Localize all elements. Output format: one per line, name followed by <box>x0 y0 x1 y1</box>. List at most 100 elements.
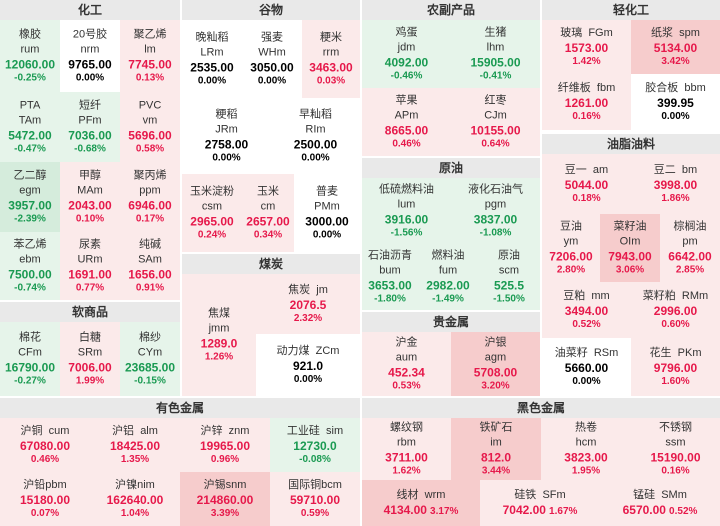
quote-name: 油菜籽 <box>554 347 588 359</box>
quote-cell-alm[interactable]: 沪铝 alm 18425.00 1.35% <box>90 418 180 472</box>
quote-cell-CJm[interactable]: 红枣 CJm 10155.00 0.64% <box>451 88 540 156</box>
quote-cell-RSm[interactable]: 油菜籽 RSm 5660.00 0.00% <box>542 338 631 396</box>
quote-code: nrm <box>80 43 100 56</box>
quote-cell-egm[interactable]: 乙二醇 egm 3957.00 -2.39% <box>0 162 60 232</box>
quote-cell-snm[interactable]: 沪锡snm 214860.00 3.39% <box>180 472 270 526</box>
quote-cell-jdm[interactable]: 鸡蛋 jdm 4092.00 -0.46% <box>362 20 451 88</box>
quote-cell-rbm[interactable]: 螺纹钢 rbm 3711.00 1.62% <box>362 418 451 480</box>
quote-price: 12060.00 <box>4 57 56 72</box>
quote-cell-bum[interactable]: 石油沥青 bum 3653.00 -1.80% <box>362 244 418 310</box>
quote-cell-wrm[interactable]: 线材 wrm 4134.00 3.17% <box>362 480 480 526</box>
quote-cell-ppm[interactable]: 聚丙烯 ppm 6946.00 0.17% <box>120 162 180 232</box>
quote-cell-APm[interactable]: 苹果 APm 8665.00 0.46% <box>362 88 451 156</box>
quote-cell-CFm[interactable]: 棉花 CFm 16790.00 -0.27% <box>0 322 60 396</box>
quote-cell-im[interactable]: 铁矿石 im 812.0 3.44% <box>451 418 541 480</box>
quote-cell-MAm[interactable]: 甲醇 MAm 2043.00 0.10% <box>60 162 120 232</box>
quote-cell-SFm[interactable]: 硅铁 SFm 7042.00 1.67% <box>480 480 600 526</box>
quote-cell-nrm[interactable]: 20号胶 nrm 9765.00 0.00% <box>60 20 120 92</box>
quote-name: 强麦 <box>261 31 283 44</box>
quote-cell-scm[interactable]: 原油 scm 525.5 -1.50% <box>478 244 540 310</box>
quote-cell-lum[interactable]: 低硫燃料油 lum 3916.00 -1.56% <box>362 178 451 244</box>
quote-cell-mm[interactable]: 豆粕 mm 3494.00 0.52% <box>542 282 631 338</box>
quote-cell-CYm[interactable]: 棉纱 CYm 23685.00 -0.15% <box>120 322 180 396</box>
quote-cell-fbm[interactable]: 纤维板 fbm 1261.00 0.16% <box>542 74 631 130</box>
quote-cell-agm[interactable]: 沪银 agm 5708.00 3.20% <box>451 332 540 396</box>
quote-cell-sim[interactable]: 工业硅 sim 12730.0 -0.08% <box>270 418 360 472</box>
quote-cell-SAm[interactable]: 纯碱 SAm 1656.00 0.91% <box>120 232 180 300</box>
quote-code: cm <box>260 200 276 213</box>
quote-cell-LRm[interactable]: 晚籼稻 LRm 2535.00 0.00% <box>182 20 242 98</box>
quote-cell-hcm[interactable]: 热卷 hcm 3823.00 1.95% <box>541 418 631 480</box>
quote-cell-pbm[interactable]: 沪铅pbm 15180.00 0.07% <box>0 472 90 526</box>
quote-cell-ym[interactable]: 豆油 ym 7206.00 2.80% <box>542 214 600 282</box>
quote-change: 1.60% <box>661 376 690 387</box>
quote-name: 玉米 <box>257 185 279 198</box>
quote-cell-TAm[interactable]: PTA TAm 5472.00 -0.47% <box>0 92 60 162</box>
quote-cell-pm[interactable]: 棕榈油 pm 6642.00 2.85% <box>660 214 720 282</box>
quote-cell-RIm[interactable]: 早籼稻 RIm 2500.00 0.00% <box>271 98 360 174</box>
quote-price: 2965.00 <box>190 214 234 229</box>
quote-cell-WHm[interactable]: 强麦 WHm 3050.00 0.00% <box>242 20 302 98</box>
quote-change: 0.58% <box>135 143 165 155</box>
quote-cell-nim[interactable]: 沪镍nim 162640.00 1.04% <box>90 472 180 526</box>
quote-price: 16790.00 <box>4 360 56 375</box>
quote-code: PFm <box>78 114 102 127</box>
quote-cell-aum[interactable]: 沪金 aum 452.34 0.53% <box>362 332 451 396</box>
quote-cell-znm[interactable]: 沪锌 znm 19965.00 0.96% <box>180 418 270 472</box>
quote-cell-cum[interactable]: 沪铜 cum 67080.00 0.46% <box>0 418 90 472</box>
quote-price: 3957.00 <box>8 198 52 213</box>
quote-cell-spm[interactable]: 纸浆 spm 5134.00 3.42% <box>631 20 720 74</box>
quote-price: 59710.00 <box>289 493 341 507</box>
quote-cell-bbm[interactable]: 胶合板 bbm 399.95 0.00% <box>631 74 720 130</box>
quote-cell-pgm[interactable]: 液化石油气 pgm 3837.00 -1.08% <box>451 178 540 244</box>
quote-cell-PKm[interactable]: 花生 PKm 9796.00 1.60% <box>631 338 720 396</box>
quote-cell-lhm[interactable]: 生猪 lhm 15905.00 -0.41% <box>451 20 540 88</box>
quote-cell-RMm[interactable]: 菜籽粕 RMm 2996.00 0.60% <box>631 282 720 338</box>
quote-cell-URm[interactable]: 尿素 URm 1691.00 0.77% <box>60 232 120 300</box>
quote-name: 棉纱 <box>139 331 161 344</box>
quote-cell-cm[interactable]: 玉米 cm 2657.00 0.34% <box>242 174 294 252</box>
quote-cell-fum[interactable]: 燃料油 fum 2982.00 -1.49% <box>418 244 478 310</box>
panel-ferrous: 黑色金属 螺纹钢 rbm 3711.00 1.62% 铁矿石 im 812.0 3.44% … <box>362 398 720 526</box>
quote-cell-PFm[interactable]: 短纤 PFm 7036.00 -0.68% <box>60 92 120 162</box>
quote-cell-OIm[interactable]: 菜籽油 OIm 7943.00 3.06% <box>600 214 660 282</box>
quote-cell-lm[interactable]: 聚乙烯 lm 7745.00 0.13% <box>120 20 180 92</box>
quote-change: 0.59% <box>300 508 330 519</box>
quote-name: 玻璃 <box>560 27 583 39</box>
quote-cell-am[interactable]: 豆一 am 5044.00 0.18% <box>542 154 631 214</box>
quote-cell-bm[interactable]: 豆二 bm 3998.00 1.86% <box>631 154 720 214</box>
quote-cell-PMm[interactable]: 普麦 PMm 3000.00 0.00% <box>294 174 360 252</box>
quote-name: 国际铜 <box>288 479 322 491</box>
quote-cell-vm[interactable]: PVC vm 5696.00 0.58% <box>120 92 180 162</box>
quote-price: 9765.00 <box>68 57 112 72</box>
quote-cell-csm[interactable]: 玉米淀粉 csm 2965.00 0.24% <box>182 174 242 252</box>
quote-change: 3.44% <box>481 465 511 477</box>
quote-name: 沪锌 <box>200 425 223 437</box>
quote-change: 0.46% <box>30 454 60 465</box>
quote-name: 棕榈油 <box>673 220 707 233</box>
quote-cell-ZCm[interactable]: 动力煤 ZCm 921.0 0.00% <box>256 334 360 396</box>
quote-cell-ebm[interactable]: 苯乙烯 ebm 7500.00 -0.74% <box>0 232 60 300</box>
quote-price: 2982.00 <box>426 278 470 293</box>
quote-cell-SRm[interactable]: 白糖 SRm 7006.00 1.99% <box>60 322 120 396</box>
quote-price: 5044.00 <box>564 178 609 192</box>
quote-cell-bcm[interactable]: 国际铜bcm 59710.00 0.59% <box>270 472 360 526</box>
quote-cell-SMm[interactable]: 锰硅 SMm 6570.00 0.52% <box>600 480 720 526</box>
quote-price: 7745.00 <box>128 57 172 72</box>
quote-change: 3.06% <box>615 264 645 276</box>
quote-cell-FGm[interactable]: 玻璃 FGm 1573.00 1.42% <box>542 20 631 74</box>
quote-cell-rum[interactable]: 橡胶 rum 12060.00 -0.25% <box>0 20 60 92</box>
quote-cell-jmm[interactable]: 焦煤 jmm 1289.0 1.26% <box>182 274 256 396</box>
quote-name: 苯乙烯 <box>13 238 47 251</box>
quote-change: 0.52% <box>572 319 601 330</box>
quote-cell-jm[interactable]: 焦炭 jm 2076.5 2.32% <box>256 274 360 334</box>
quote-cell-JRm[interactable]: 粳稻 JRm 2758.00 0.00% <box>182 98 271 174</box>
quote-change: 0.00% <box>661 111 690 122</box>
quote-name: 燃料油 <box>431 249 465 262</box>
quote-name: 热卷 <box>575 421 597 434</box>
quote-price: 214860.00 <box>196 493 254 507</box>
quote-change: 2.80% <box>556 264 586 276</box>
quote-cell-rrm[interactable]: 粳米 rrm 3463.00 0.03% <box>302 20 360 98</box>
quote-cell-ssm[interactable]: 不锈钢 ssm 15190.00 0.16% <box>631 418 720 480</box>
quote-price: 5472.00 <box>8 128 52 143</box>
